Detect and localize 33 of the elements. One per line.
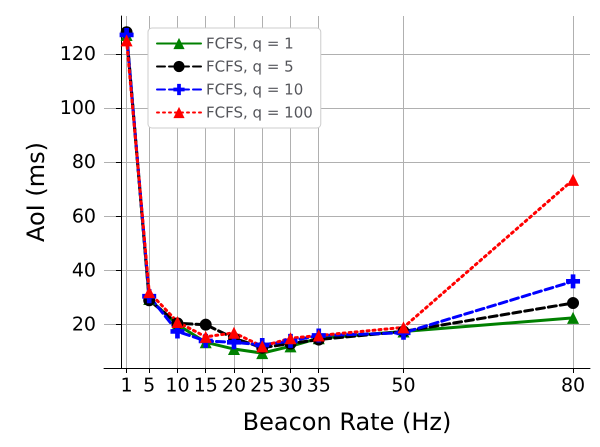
point — [200, 318, 212, 331]
x-tick-label: 15 — [194, 374, 218, 396]
x-tick-label: 35 — [306, 374, 331, 396]
legend-label: FCFS, q = 10 — [206, 80, 304, 98]
x-tick-label: 25 — [250, 374, 274, 396]
y-tick-label: 100 — [60, 97, 96, 120]
y-axis-title: AoI (ms) — [22, 142, 50, 242]
point — [567, 297, 580, 310]
legend-label: FCFS, q = 5 — [206, 58, 294, 76]
x-tick-label: 1 — [120, 374, 133, 396]
x-tick-label: 20 — [222, 374, 246, 396]
y-tick-label: 120 — [60, 42, 96, 65]
point — [120, 34, 133, 46]
y-tick-label: 20 — [72, 314, 96, 336]
x-axis-title: Beacon Rate (Hz) — [242, 408, 452, 436]
point — [228, 326, 240, 339]
x-tick-label: 80 — [560, 374, 586, 396]
y-tick-label: 80 — [72, 151, 96, 174]
point — [284, 332, 296, 344]
point — [143, 286, 156, 298]
legend-label: FCFS, q = 1 — [206, 34, 294, 52]
y-tick-label: 60 — [72, 205, 96, 228]
point — [567, 312, 580, 324]
x-tick-label: 50 — [391, 374, 416, 396]
point — [567, 174, 580, 186]
point — [200, 330, 212, 343]
point — [566, 274, 580, 288]
x-tick-label: 5 — [143, 374, 156, 396]
legend-label: FCFS, q = 100 — [206, 104, 313, 122]
x-tick-label: 10 — [165, 374, 190, 396]
x-tick-label: 30 — [278, 374, 303, 396]
y-tick-label: 40 — [72, 260, 96, 282]
point — [398, 321, 410, 334]
